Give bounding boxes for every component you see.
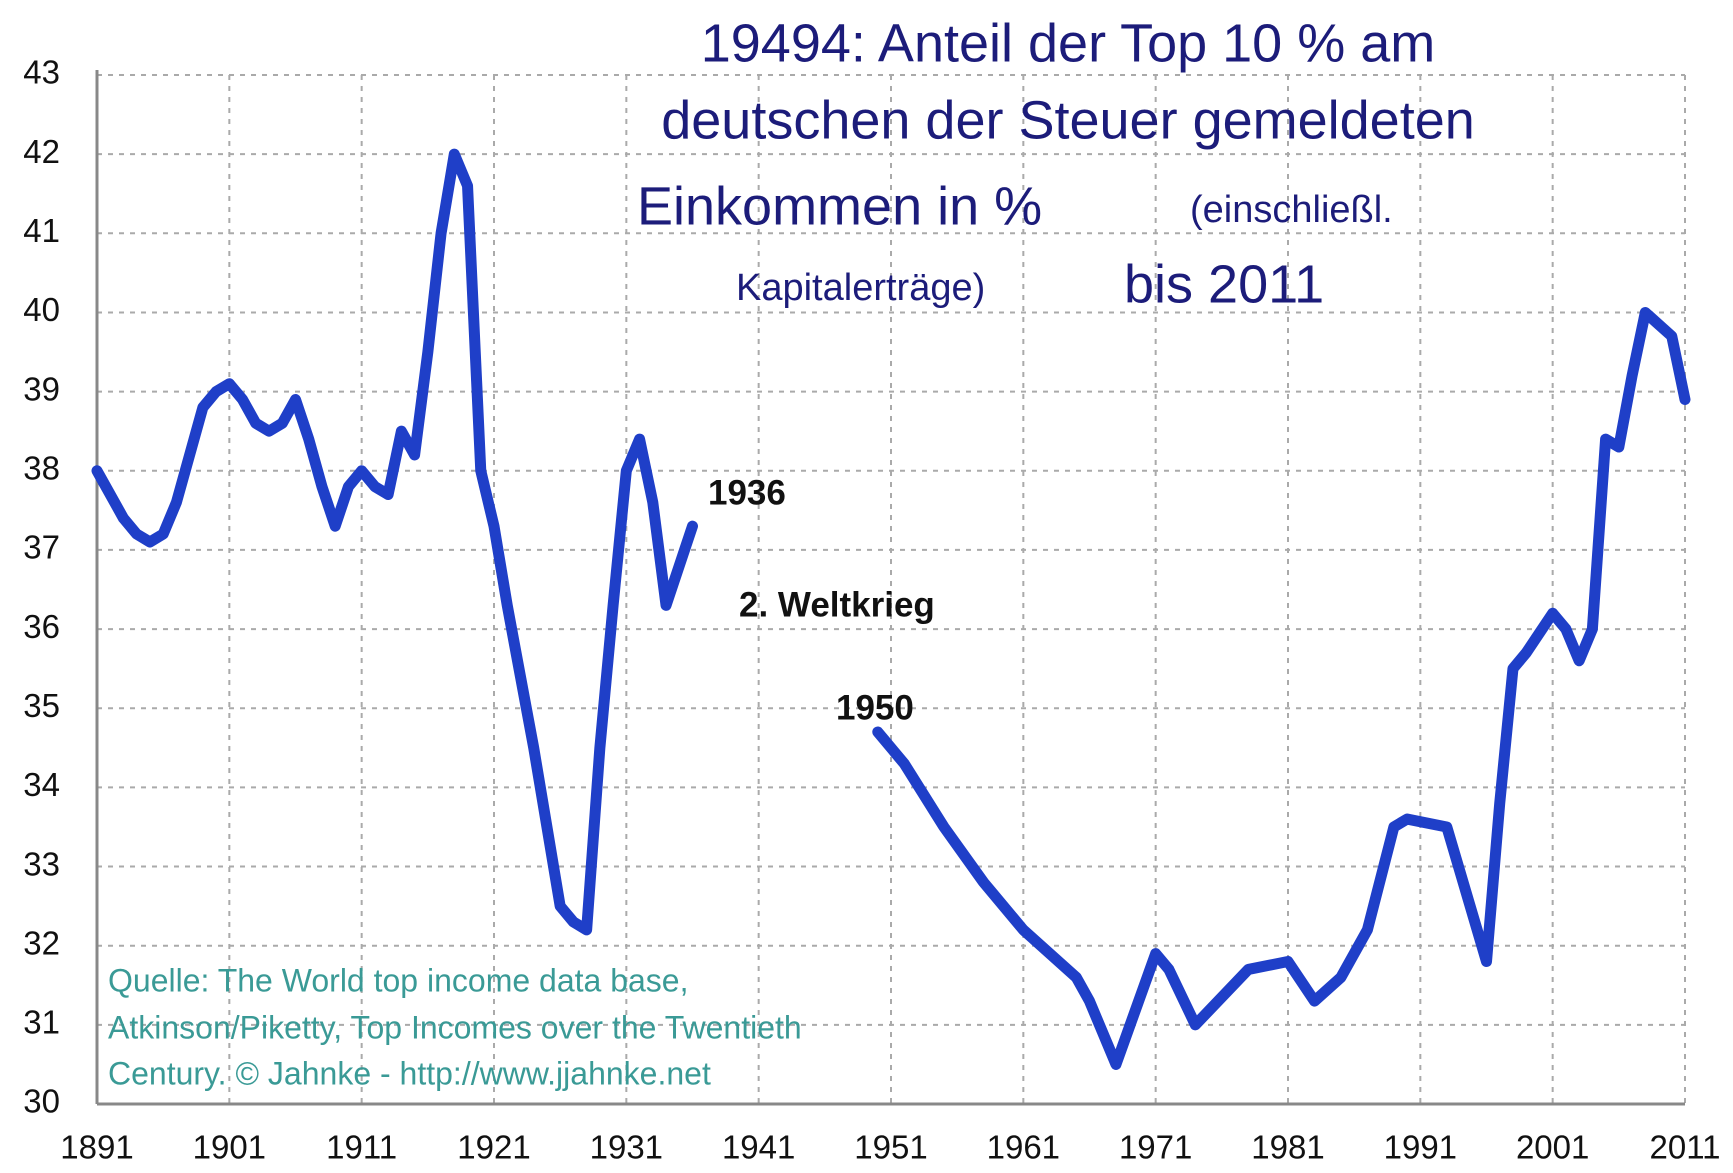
y-tick-label: 42 (23, 133, 60, 170)
chart-title: Kapitalerträge) (736, 267, 985, 309)
y-tick-label: 30 (23, 1083, 60, 1120)
y-tick-label: 39 (23, 370, 60, 407)
x-tick-label: 1971 (1119, 1129, 1192, 1166)
y-tick-label: 41 (23, 212, 60, 249)
x-tick-label: 1891 (60, 1129, 133, 1166)
y-tick-label: 38 (23, 449, 60, 486)
y-tick-label: 43 (23, 54, 60, 91)
source-note: Century. © Jahnke - http://www.jjahnke.n… (108, 1055, 711, 1091)
source-note: Quelle: The World top income data base, (108, 962, 688, 998)
y-tick-label: 34 (23, 766, 60, 803)
x-tick-label: 1951 (854, 1129, 927, 1166)
y-tick-label: 40 (23, 291, 60, 328)
x-tick-label: 2001 (1516, 1129, 1589, 1166)
chart-title: (einschließl. (1190, 189, 1393, 231)
chart-title: deutschen der Steuer gemeldeten (661, 90, 1475, 150)
x-tick-label: 1931 (590, 1129, 663, 1166)
y-tick-label: 36 (23, 608, 60, 645)
x-tick-label: 1961 (987, 1129, 1060, 1166)
x-tick-label: 1901 (193, 1129, 266, 1166)
chart-title: bis 2011 (1124, 254, 1324, 314)
y-tick-label: 37 (23, 529, 60, 566)
chart-title: 19494: Anteil der Top 10 % am (701, 13, 1436, 73)
source-note: Atkinson/Piketty, Top Incomes over the T… (108, 1009, 802, 1045)
y-tick-label: 35 (23, 687, 60, 724)
x-tick-label: 1941 (722, 1129, 795, 1166)
x-tick-label: 1921 (457, 1129, 530, 1166)
annotation: 1950 (836, 688, 914, 727)
x-tick-label: 2011 (1650, 1129, 1721, 1166)
y-tick-label: 32 (23, 924, 60, 961)
x-tick-label: 1991 (1384, 1129, 1457, 1166)
y-tick-label: 33 (23, 845, 60, 882)
annotation: 2. Weltkrieg (739, 585, 935, 624)
x-tick-label: 1911 (326, 1129, 397, 1166)
annotation: 1936 (708, 473, 786, 512)
chart-title: Einkommen in % (637, 176, 1042, 236)
y-tick-label: 31 (23, 1004, 60, 1041)
data-line (91, 148, 1691, 1070)
x-tick-label: 1981 (1251, 1129, 1324, 1166)
